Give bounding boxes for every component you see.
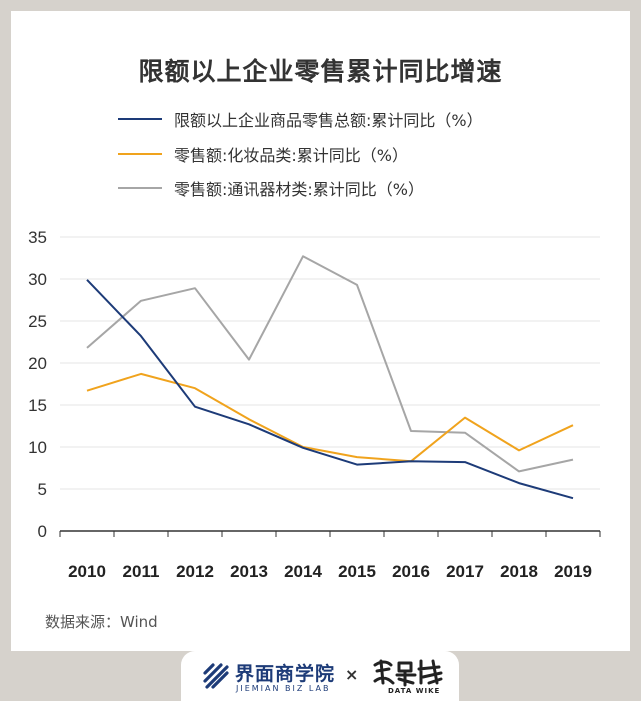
y-tick-label: 15 xyxy=(28,396,47,415)
x-tick-label: 2013 xyxy=(230,562,268,581)
x-tick-label: 2017 xyxy=(446,562,484,581)
chart-card xyxy=(11,11,630,651)
legend-item-total: 限额以上企业商品零售总额:累计同比（%） xyxy=(118,109,483,130)
legend-item-telecom: 零售额:通讯器材类:累计同比（%） xyxy=(118,178,424,199)
x-tick-label: 2016 xyxy=(392,562,430,581)
y-tick-label: 0 xyxy=(38,522,47,541)
y-tick-label: 5 xyxy=(38,480,47,499)
series-lines xyxy=(86,255,574,500)
y-axis-ticks: 0 5 10 15 20 25 30 35 xyxy=(28,228,47,541)
x-tick-label: 2012 xyxy=(176,562,214,581)
legend-label-cosmetics: 零售额:化妆品类:累计同比（%） xyxy=(174,146,408,165)
y-tick-label: 10 xyxy=(28,438,47,457)
data-wike-logo-icon xyxy=(373,659,443,687)
grid-lines xyxy=(60,236,600,490)
legend-label-total: 限额以上企业商品零售总额:累计同比（%） xyxy=(174,111,483,130)
partner-subtitle: DATA WIKE xyxy=(388,687,441,695)
legend-swatch-total xyxy=(118,118,162,120)
series-line-0 xyxy=(86,279,574,500)
y-tick-label: 25 xyxy=(28,312,47,331)
y-tick-label: 20 xyxy=(28,354,47,373)
jiemian-logo-icon xyxy=(203,663,229,689)
x-tick-label: 2014 xyxy=(284,562,322,581)
y-tick-label: 30 xyxy=(28,270,47,289)
x-tick-label: 2018 xyxy=(500,562,538,581)
legend-label-telecom: 零售额:通讯器材类:累计同比（%） xyxy=(174,180,424,199)
x-tick-label: 2015 xyxy=(338,562,376,581)
x-axis-ticks: 2010 2011 2012 2013 2014 2015 2016 2017 2018 2019 xyxy=(59,531,601,581)
brand-subtitle: JIEMIAN BIZ LAB xyxy=(236,684,331,693)
cross-sign: × xyxy=(345,665,359,684)
series-line-2 xyxy=(86,255,574,473)
series-line-1 xyxy=(86,372,574,463)
x-tick-label: 2010 xyxy=(68,562,106,581)
chart-title: 限额以上企业零售累计同比增速 xyxy=(138,57,503,86)
legend-swatch-cosmetics xyxy=(118,153,162,155)
x-tick-label: 2011 xyxy=(123,562,160,581)
legend-swatch-telecom xyxy=(118,187,162,189)
footer-badge: 界面商学院 JIEMIAN BIZ LAB × DATA WIKE xyxy=(181,651,459,701)
brand-name: 界面商学院 xyxy=(235,663,336,685)
x-tick-label: 2019 xyxy=(554,562,592,581)
legend-item-cosmetics: 零售额:化妆品类:累计同比（%） xyxy=(118,144,408,165)
y-tick-label: 35 xyxy=(28,228,47,247)
data-source: 数据来源：Wind xyxy=(45,613,158,631)
